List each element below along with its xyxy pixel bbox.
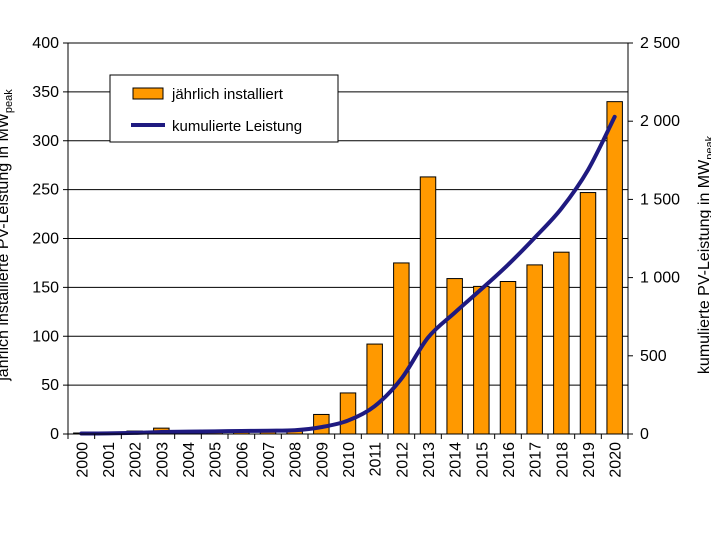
bar-2020 — [606, 101, 623, 435]
x-tick-label: 2014 — [448, 442, 465, 478]
left-tick-label: 100 — [32, 328, 59, 345]
right-tick-label: 500 — [640, 348, 667, 365]
x-tick-label: 2020 — [608, 442, 625, 478]
legend-frame — [109, 74, 339, 143]
right-axis-title: kumulierte PV-Leistung in MWpeak — [696, 135, 711, 374]
legend-swatch-annual — [132, 87, 164, 100]
bar-2013 — [419, 176, 437, 435]
left-tick-label: 350 — [32, 84, 59, 101]
legend-label-annual: jährlich installiert — [171, 86, 284, 103]
x-tick-label: 2010 — [341, 442, 358, 478]
bar-2012 — [393, 262, 410, 435]
x-tick-label: 2013 — [421, 442, 438, 478]
legend-label-cumulative: kumulierte Leistung — [172, 118, 302, 135]
x-tick-label: 2011 — [368, 442, 385, 477]
x-tick-label: 2000 — [74, 442, 91, 478]
bar-2014 — [446, 278, 463, 435]
x-tick-label: 2002 — [128, 442, 145, 478]
x-axis-ticks: 2000 2001 2002 2003 2004 2005 2006 2007 2008 2009… — [67, 434, 629, 478]
right-tick-label: 1 500 — [640, 191, 680, 208]
left-tick-label: 400 — [32, 35, 59, 52]
bar-2011 — [366, 343, 383, 435]
line-series-cumulative — [79, 114, 617, 436]
legend: jährlich installiert kumulierte Leistung — [109, 74, 339, 143]
x-tick-label: 2008 — [288, 442, 305, 478]
left-tick-label: 0 — [50, 426, 59, 443]
left-tick-label: 150 — [32, 279, 59, 296]
x-tick-label: 2001 — [101, 442, 118, 478]
left-tick-label: 300 — [32, 133, 59, 150]
right-tick-label: 1 000 — [640, 270, 680, 287]
left-tick-label: 200 — [32, 231, 59, 248]
bar-2018 — [553, 251, 570, 435]
x-tick-label: 2015 — [474, 442, 491, 478]
bar-2019 — [579, 192, 597, 435]
x-tick-label: 2016 — [501, 442, 518, 478]
x-tick-label: 2019 — [581, 442, 598, 478]
bar-2016 — [499, 281, 517, 435]
x-tick-label: 2009 — [314, 442, 331, 478]
left-axis-title: jährlich installierte PV-Leistung in MWp… — [0, 89, 15, 382]
bar-2017 — [526, 264, 543, 435]
x-tick-label: 2007 — [261, 442, 278, 478]
right-axis-ticks: 0 500 1 000 1 500 2 000 2 500 — [628, 35, 680, 443]
left-tick-label: 250 — [32, 182, 59, 199]
x-tick-label: 2006 — [234, 442, 251, 478]
x-tick-label: 2005 — [208, 442, 225, 478]
bar-2015 — [473, 285, 490, 435]
bar-series-annual — [73, 101, 623, 435]
x-tick-label: 2017 — [528, 442, 545, 478]
x-tick-label: 2004 — [181, 442, 198, 478]
right-tick-label: 2 000 — [640, 113, 680, 130]
x-tick-label: 2003 — [154, 442, 171, 478]
x-tick-label: 2012 — [394, 442, 411, 478]
bar-2010 — [339, 392, 357, 435]
x-tick-label: 2018 — [554, 442, 571, 478]
right-tick-label: 0 — [640, 426, 649, 443]
left-tick-label: 50 — [41, 377, 59, 394]
right-tick-label: 2 500 — [640, 35, 680, 52]
left-axis-ticks: 0 50 100 150 200 250 300 350 400 — [32, 35, 68, 443]
